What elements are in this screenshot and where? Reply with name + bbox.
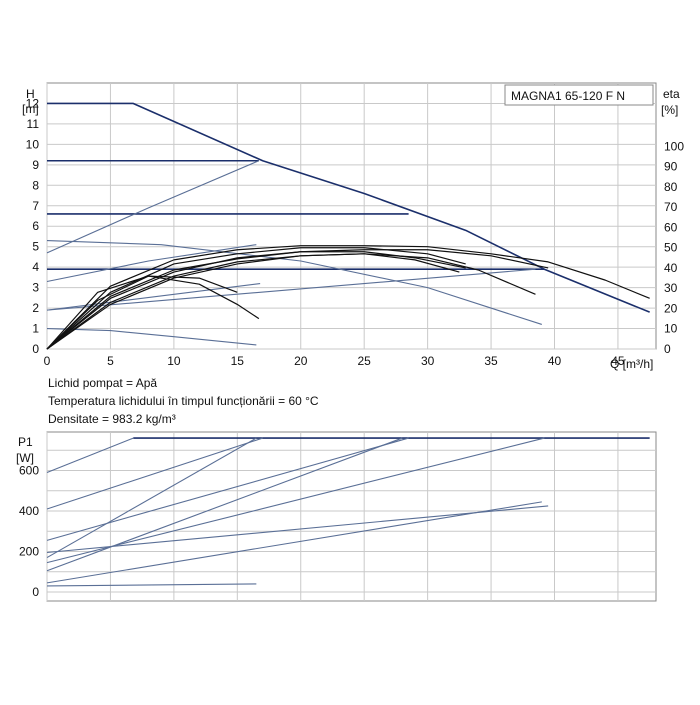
power-axis-unit: [W] [16, 451, 34, 465]
head-curve [46, 268, 536, 311]
head-axis-label: H [26, 87, 35, 101]
power-curve [46, 437, 403, 572]
head-x-tick-label: 15 [231, 354, 245, 368]
efficiency-curve [46, 253, 460, 350]
eta-axis-label: eta [663, 87, 680, 101]
eta-y-tick-label: 0 [664, 342, 671, 356]
head-y-tick-label: 2 [32, 301, 39, 315]
model-label: MAGNA1 65-120 F N [511, 89, 625, 103]
eta-y-ticks: 0 10 20 30 40 50 60 70 80 90 100 [664, 139, 684, 356]
head-plot-area [46, 82, 657, 350]
head-series [46, 102, 650, 350]
head-y-tick-label: 9 [32, 158, 39, 172]
pumped-liquid-text: Lichid pompat = Apă [48, 376, 158, 390]
power-grid [46, 432, 656, 601]
head-y-tick-label: 0 [32, 342, 39, 356]
eta-axis-unit: [%] [661, 103, 678, 117]
power-curve [46, 437, 257, 559]
efficiency-curve [46, 245, 650, 350]
head-y-tick-label: 8 [32, 178, 39, 192]
eta-y-tick-label: 90 [664, 160, 678, 174]
power-y-tick-label: 600 [19, 463, 39, 477]
density-text: Densitate = 983.2 kg/m³ [48, 412, 176, 426]
eta-y-tick-label: 100 [664, 139, 684, 153]
head-y-tick-label: 11 [27, 117, 40, 131]
power-curve [46, 505, 549, 554]
efficiency-curve [46, 275, 260, 350]
head-axis-unit: [m] [22, 102, 39, 116]
head-y-tick-label: 3 [32, 281, 39, 295]
head-y-tick-label: 4 [32, 260, 39, 274]
efficiency-curve [46, 275, 238, 350]
model-label-box [504, 84, 654, 106]
head-y-tick-label: 1 [32, 322, 39, 336]
flow-axis-label: Q [m³/h] [610, 357, 653, 371]
power-y-tick-label: 0 [32, 585, 39, 599]
eta-y-tick-label: 60 [664, 220, 678, 234]
eta-y-tick-label: 30 [664, 281, 678, 295]
power-chart: 0 200 400 600 P1 [W] [16, 431, 657, 602]
head-curve [46, 240, 542, 325]
head-x-tick-label: 45 [611, 354, 625, 368]
head-x-tick-label: 25 [358, 354, 372, 368]
head-x-tick-label: 20 [294, 354, 308, 368]
power-axis-label: P1 [18, 435, 33, 449]
liquid-temperature-text: Temperatura lichidului în timpul funcțio… [48, 394, 319, 408]
efficiency-curve [46, 247, 466, 350]
power-curve [46, 583, 257, 587]
eta-y-tick-label: 20 [664, 301, 678, 315]
head-x-tick-label: 40 [548, 354, 562, 368]
head-y-tick-label: 10 [26, 137, 40, 151]
head-y-tick-label: 7 [32, 199, 39, 213]
head-x-tick-label: 0 [44, 354, 51, 368]
head-x-tick-label: 10 [167, 354, 181, 368]
head-x-tick-label: 35 [484, 354, 498, 368]
power-series [46, 437, 650, 587]
head-curve [46, 244, 257, 283]
head-curve [46, 160, 260, 254]
eta-y-tick-label: 50 [664, 241, 678, 255]
efficiency-curve [46, 251, 466, 350]
eta-y-tick-label: 80 [664, 180, 678, 194]
power-curve [46, 501, 542, 584]
head-y-tick-label: 12 [26, 96, 40, 110]
head-x-tick-label: 30 [421, 354, 435, 368]
eta-y-tick-label: 70 [664, 200, 678, 214]
head-x-ticks: 0 5 10 15 20 25 30 35 40 45 [44, 354, 625, 368]
power-curve [46, 437, 545, 564]
head-y-tick-label: 6 [32, 219, 39, 233]
head-curve [46, 327, 257, 346]
power-curve [46, 437, 263, 510]
eta-y-tick-label: 40 [664, 261, 678, 275]
head-y-tick-label: 5 [32, 240, 39, 254]
power-y-tick-label: 400 [19, 504, 39, 518]
power-curve [46, 437, 134, 474]
power-y-tick-label: 200 [19, 544, 39, 558]
head-x-tick-label: 5 [107, 354, 114, 368]
power-y-ticks: 0 200 400 600 [19, 463, 39, 599]
eta-y-tick-label: 10 [664, 322, 678, 336]
